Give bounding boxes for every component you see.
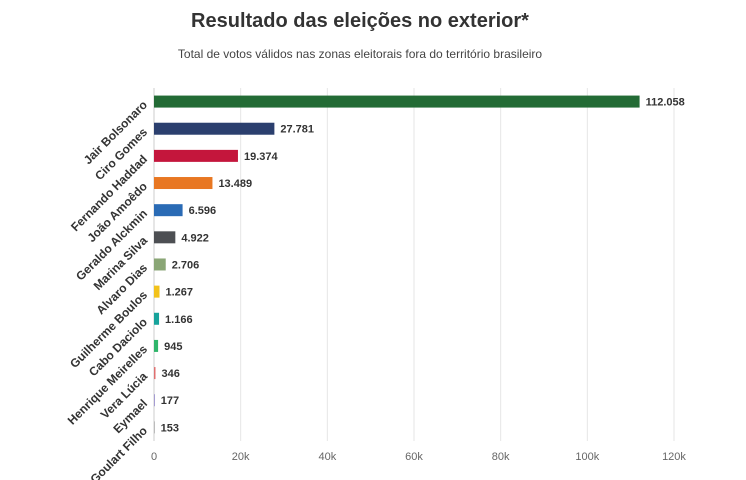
bar[interactable]: [154, 122, 275, 135]
x-tick-label: 0: [151, 451, 157, 463]
data-label: 153: [161, 422, 179, 434]
x-tick-label: 100k: [575, 451, 599, 463]
x-tick-label: 60k: [405, 451, 423, 463]
chart-title: Resultado das eleições no exterior*: [191, 10, 529, 32]
x-tick-label: 20k: [232, 451, 250, 463]
data-label: 945: [164, 341, 182, 353]
data-label: 1.166: [165, 314, 193, 326]
x-tick-label: 120k: [662, 451, 686, 463]
x-axis-ticks: 0 20k 40k 60k 80k 100k 120k: [151, 451, 686, 463]
x-tick-label: 80k: [492, 451, 510, 463]
data-label: 13.489: [218, 178, 252, 190]
grid-lines: [153, 88, 675, 441]
bar[interactable]: [154, 204, 183, 217]
data-label: 112.058: [646, 97, 685, 109]
bars: [154, 95, 640, 434]
x-tick-label: 40k: [318, 451, 336, 463]
data-label: 27.781: [280, 124, 314, 136]
bar[interactable]: [154, 258, 166, 271]
data-label: 19.374: [244, 151, 279, 163]
data-label: 1.267: [165, 287, 193, 299]
data-labels: 112.058 27.781 19.374 13.489 6.596 4.922 2.706…: [161, 97, 685, 435]
bar[interactable]: [154, 177, 213, 190]
data-label: 6.596: [189, 205, 217, 217]
data-label: 346: [161, 368, 179, 380]
bar[interactable]: [154, 421, 155, 434]
data-label: 177: [161, 395, 179, 407]
bar[interactable]: [154, 312, 160, 325]
bar[interactable]: [154, 367, 156, 380]
bar[interactable]: [154, 285, 160, 298]
chart-subtitle: Total de votos válidos nas zonas eleitor…: [177, 47, 543, 61]
data-label: 4.922: [181, 232, 209, 244]
data-label: 2.706: [172, 259, 200, 271]
bar[interactable]: [154, 339, 159, 352]
bar[interactable]: [154, 95, 640, 108]
bar[interactable]: [154, 149, 238, 162]
bar[interactable]: [154, 231, 176, 244]
bar[interactable]: [154, 394, 155, 407]
